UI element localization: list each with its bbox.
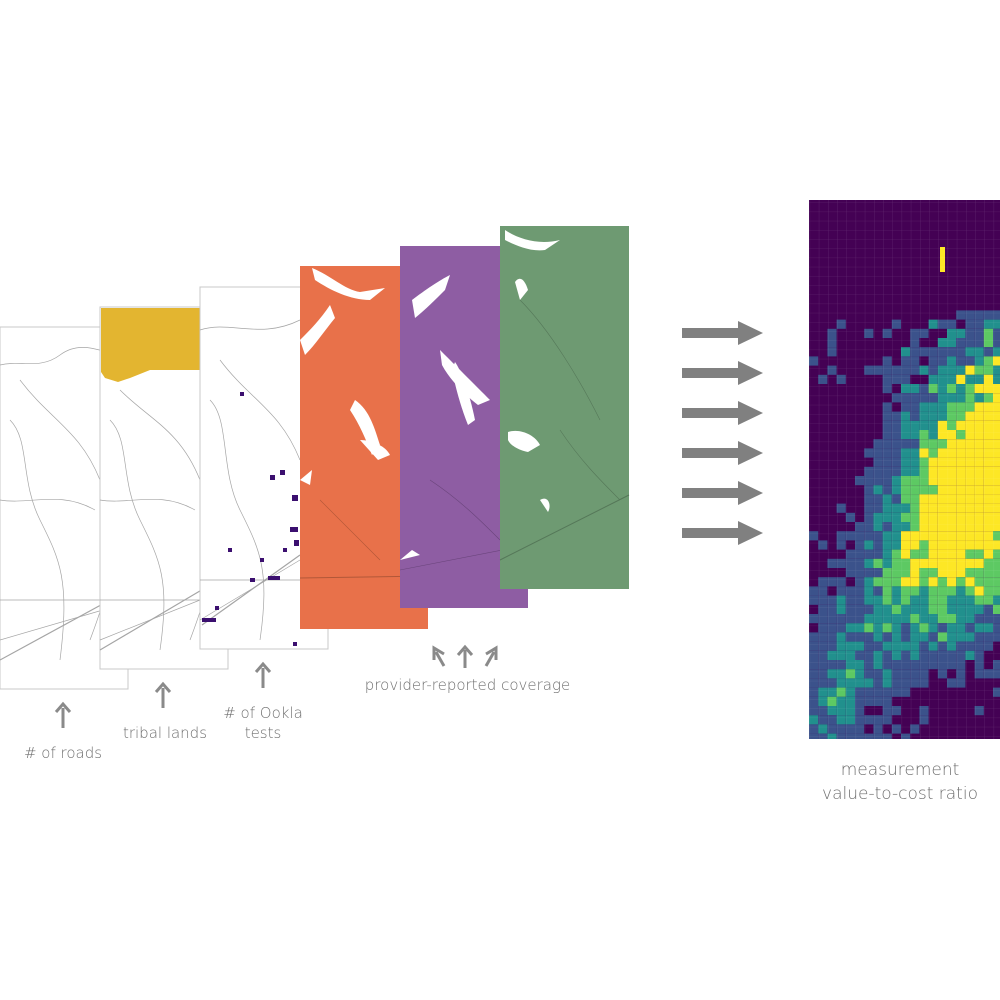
label-roads: # of roads xyxy=(23,744,103,762)
label-output-line1: measurement xyxy=(840,760,960,780)
label-ookla-line1: # of Ookla xyxy=(223,704,303,722)
flow-arrow-1 xyxy=(682,321,763,345)
label-output: measurement value-to-cost ratio xyxy=(800,758,1000,806)
label-coverage: provider-reported coverage xyxy=(364,676,571,694)
label-arrows xyxy=(54,644,498,728)
label-tribal-lands: tribal lands xyxy=(122,724,208,742)
coverage-layer-green xyxy=(499,226,630,589)
label-ookla-tests: # of Ookla tests xyxy=(210,703,316,743)
flow-arrows xyxy=(682,321,763,545)
label-output-line2: value-to-cost ratio xyxy=(822,784,978,804)
flow-arrow-3 xyxy=(682,401,763,425)
flow-arrow-5 xyxy=(682,481,763,505)
flow-arrow-2 xyxy=(682,361,763,385)
flow-arrow-6 xyxy=(682,521,763,545)
heatmap-grid xyxy=(809,200,1000,739)
flow-arrow-4 xyxy=(682,441,763,465)
label-ookla-line2: tests xyxy=(244,724,282,742)
